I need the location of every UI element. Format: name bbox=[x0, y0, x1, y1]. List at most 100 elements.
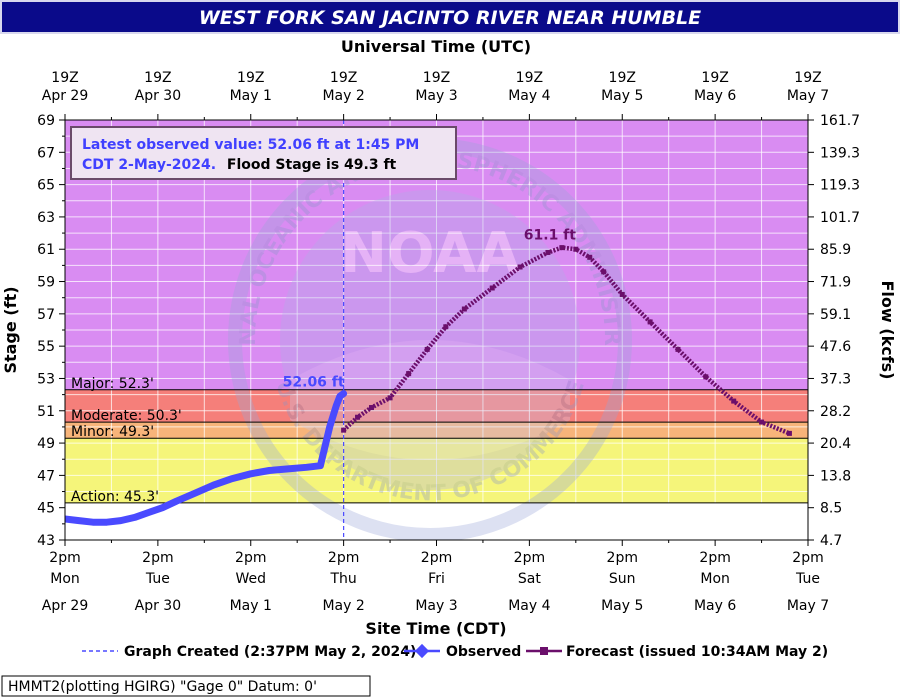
cdt-tick-date: May 3 bbox=[415, 598, 457, 614]
utc-tick-time: 19Z bbox=[423, 70, 450, 86]
utc-tick-date: May 1 bbox=[230, 88, 272, 104]
forecast-point bbox=[619, 291, 625, 297]
flow-tick-label: 119.3 bbox=[820, 178, 860, 194]
watermark-text: NOAA bbox=[340, 221, 520, 286]
utc-tick-date: May 3 bbox=[415, 88, 457, 104]
utc-tick-time: 19Z bbox=[516, 70, 543, 86]
flow-ticks: 4.7 8.5 13.8 20.4 28.2 37.3 47.6 59.1 71.9 85.9 10… bbox=[808, 113, 860, 549]
utc-tick-date: Apr 29 bbox=[42, 88, 88, 104]
cdt-tick-time: 2pm bbox=[792, 550, 823, 566]
forecast-point bbox=[355, 414, 361, 420]
legend-created-label: Graph Created (2:37PM May 2, 2024) bbox=[124, 644, 416, 660]
stage-tick-label: 53 bbox=[37, 371, 55, 387]
forecast-point bbox=[406, 371, 412, 377]
utc-tick-time: 19Z bbox=[794, 70, 821, 86]
chart-title: WEST FORK SAN JACINTO RIVER NEAR HUMBLE bbox=[199, 7, 701, 29]
flow-tick-label: 28.2 bbox=[820, 404, 851, 420]
stage-tick-label: 51 bbox=[37, 404, 55, 420]
cdt-tick-day: Tue bbox=[795, 571, 820, 587]
flow-tick-label: 4.7 bbox=[820, 533, 842, 549]
forecast-peak-label: 61.1 ft bbox=[524, 228, 577, 244]
stage-tick-label: 67 bbox=[37, 145, 55, 161]
utc-tick-time: 19Z bbox=[51, 70, 78, 86]
legend-observed-marker bbox=[414, 643, 430, 659]
flood-stage-text: Flood Stage is 49.3 ft bbox=[227, 157, 397, 173]
major-threshold-label: Major: 52.3' bbox=[71, 376, 154, 392]
y-axis-title: Stage (ft) bbox=[1, 286, 20, 373]
utc-tick-time: 19Z bbox=[144, 70, 171, 86]
info-box-frame bbox=[70, 126, 457, 180]
cdt-tick-day: Sat bbox=[518, 571, 541, 587]
cdt-tick-date: May 2 bbox=[322, 598, 364, 614]
flow-tick-label: 37.3 bbox=[820, 371, 851, 387]
observed-line bbox=[65, 390, 348, 526]
watermark-gull bbox=[290, 340, 570, 460]
flow-tick-label: 47.6 bbox=[820, 339, 851, 355]
flow-tick-label: 13.8 bbox=[820, 468, 851, 484]
minor-threshold-label: Minor: 49.3' bbox=[71, 424, 154, 440]
cdt-tick-day: Tue bbox=[145, 571, 170, 587]
title-bar bbox=[2, 2, 898, 32]
forecast-point bbox=[545, 249, 551, 255]
forecast-line bbox=[342, 245, 791, 436]
stage-tick-label: 49 bbox=[37, 436, 55, 452]
utc-tick-date: May 4 bbox=[508, 88, 550, 104]
cdt-tick-day: Thu bbox=[329, 571, 356, 587]
action-threshold-label: Action: 45.3' bbox=[71, 489, 159, 505]
flow-tick-label: 161.7 bbox=[820, 113, 860, 129]
datum-box-frame bbox=[1, 675, 371, 697]
forecast-point bbox=[559, 245, 565, 251]
cdt-tick-time: 2pm bbox=[514, 550, 545, 566]
data-series bbox=[65, 245, 792, 526]
moderate-threshold-label: Moderate: 50.3' bbox=[71, 408, 182, 424]
observed-value-label: 52.06 ft bbox=[283, 375, 345, 391]
flood-thresholds: Major: 52.3' Moderate: 50.3'Minor: 49.3' A… bbox=[65, 376, 808, 505]
cdt-tick-day: Wed bbox=[235, 571, 266, 587]
cdt-tick-day: Sun bbox=[609, 571, 636, 587]
forecast-point bbox=[675, 346, 681, 352]
cdt-tick-date: May 4 bbox=[508, 598, 550, 614]
cdt-tick-time: 2pm bbox=[328, 550, 359, 566]
forecast-point bbox=[461, 306, 467, 312]
cdt-tick-time: 2pm bbox=[235, 550, 266, 566]
flow-tick-label: 8.5 bbox=[820, 501, 842, 517]
stage-tick-label: 59 bbox=[37, 275, 55, 291]
datum-text: HMMT2(plotting HGIRG) "Gage 0" Datum: 0' bbox=[8, 679, 317, 695]
latest-value-date: CDT 2-May-2024. bbox=[82, 157, 216, 173]
legend: Graph Created (2:37PM May 2, 2024) Obser… bbox=[82, 643, 828, 660]
flow-axis-title: Flow (kcfs) bbox=[878, 281, 897, 380]
forecast-point bbox=[587, 254, 593, 260]
flow-tick-label: 139.3 bbox=[820, 145, 860, 161]
forecast-point bbox=[703, 374, 709, 380]
flow-tick-label: 20.4 bbox=[820, 436, 851, 452]
series-labels: 52.06 ft 61.1 ft bbox=[283, 228, 577, 391]
bottom-axis-title: Site Time (CDT) bbox=[365, 619, 506, 638]
cdt-tick-date: May 7 bbox=[787, 598, 829, 614]
latest-value-box: Latest observed value: 52.06 ft at 1:45 … bbox=[70, 126, 457, 180]
cdt-tick-time: 2pm bbox=[607, 550, 638, 566]
forecast-point bbox=[368, 405, 374, 411]
forecast-point bbox=[443, 324, 449, 330]
cdt-tick-time: 2pm bbox=[142, 550, 173, 566]
utc-tick-date: May 7 bbox=[787, 88, 829, 104]
stage-tick-label: 55 bbox=[37, 339, 55, 355]
utc-tick-time: 19Z bbox=[701, 70, 728, 86]
utc-tick-date: Apr 30 bbox=[135, 88, 181, 104]
forecast-point bbox=[573, 246, 579, 252]
forecast-point bbox=[786, 430, 792, 436]
latest-value-line1: Latest observed value: 52.06 ft at 1:45 … bbox=[82, 137, 419, 153]
stage-tick-label: 63 bbox=[37, 210, 55, 226]
utc-ticks: 19Z Apr 29 19Z Apr 30 19Z May 1 19Z May 2 19Z May… bbox=[42, 70, 829, 120]
flow-tick-label: 71.9 bbox=[820, 275, 851, 291]
legend-forecast-marker bbox=[540, 647, 548, 655]
forecast-point bbox=[424, 346, 430, 352]
cdt-tick-date: May 1 bbox=[230, 598, 272, 614]
latest-value-line2: CDT 2-May-2024. Flood Stage is 49.3 ft bbox=[82, 157, 397, 173]
legend-observed-label: Observed bbox=[446, 644, 521, 660]
forecast-point bbox=[387, 395, 393, 401]
top-axis-title: Universal Time (UTC) bbox=[341, 37, 531, 56]
stage-tick-label: 43 bbox=[37, 533, 55, 549]
forecast-point bbox=[517, 264, 523, 270]
stage-tick-label: 65 bbox=[37, 178, 55, 194]
